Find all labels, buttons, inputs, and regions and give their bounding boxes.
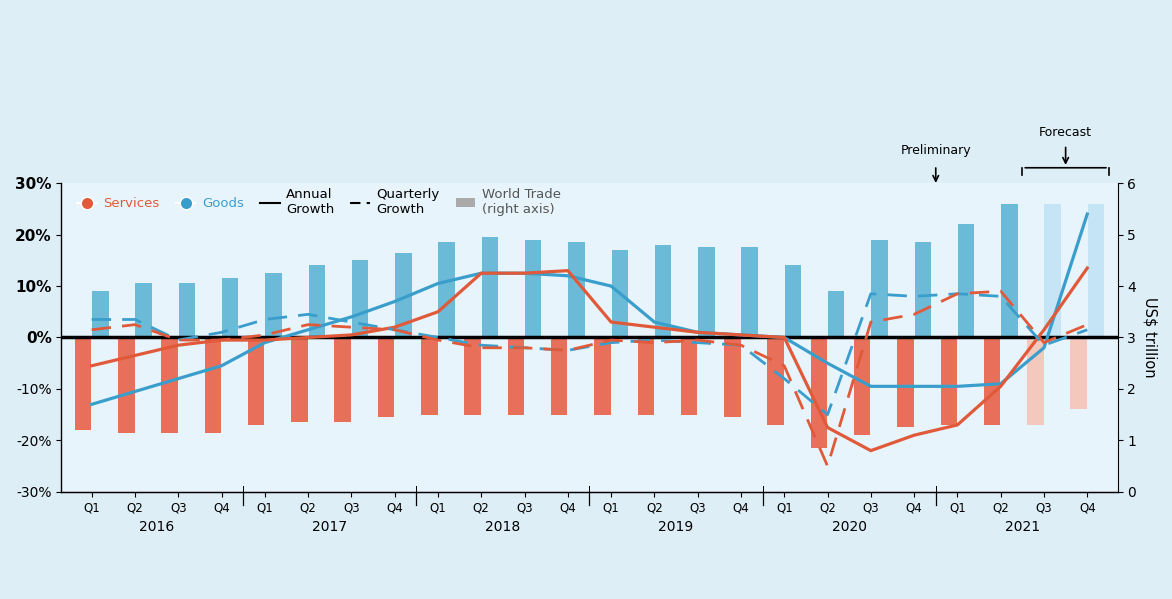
Bar: [785, 265, 802, 337]
Bar: [265, 273, 281, 337]
Bar: [811, 337, 827, 448]
Bar: [871, 240, 887, 337]
Bar: [1027, 337, 1043, 425]
Bar: [655, 245, 672, 337]
Bar: [1088, 204, 1104, 337]
Bar: [118, 337, 135, 432]
Bar: [222, 279, 238, 337]
Bar: [940, 337, 958, 425]
Bar: [352, 261, 368, 337]
Bar: [248, 337, 265, 425]
Bar: [768, 337, 784, 425]
Bar: [568, 243, 585, 337]
Bar: [162, 337, 178, 432]
Bar: [854, 337, 871, 435]
Bar: [205, 337, 222, 432]
Bar: [421, 337, 437, 415]
Bar: [377, 337, 394, 418]
Text: 2019: 2019: [659, 520, 694, 534]
Text: Preliminary: Preliminary: [900, 144, 972, 158]
Bar: [914, 243, 931, 337]
Bar: [898, 337, 914, 428]
Bar: [93, 291, 109, 337]
Bar: [724, 337, 741, 418]
Bar: [482, 237, 498, 337]
Legend: Services, Goods, Annual
Growth, Quarterly
Growth, World Trade
(right axis): Services, Goods, Annual Growth, Quarterl…: [71, 183, 566, 222]
Text: 2017: 2017: [312, 520, 347, 534]
Text: 2020: 2020: [832, 520, 866, 534]
Y-axis label: US$ trillion: US$ trillion: [1142, 297, 1157, 378]
Bar: [308, 265, 325, 337]
Bar: [551, 337, 567, 415]
Bar: [983, 337, 1000, 425]
Bar: [525, 240, 541, 337]
Bar: [699, 247, 715, 337]
Bar: [438, 243, 455, 337]
Bar: [395, 253, 411, 337]
Bar: [136, 283, 152, 337]
Bar: [507, 337, 524, 415]
Bar: [75, 337, 91, 430]
Bar: [827, 291, 844, 337]
Bar: [958, 225, 974, 337]
Bar: [1070, 337, 1086, 410]
Bar: [291, 337, 308, 422]
Bar: [1001, 204, 1017, 337]
Bar: [178, 283, 195, 337]
Bar: [742, 247, 758, 337]
Bar: [638, 337, 654, 415]
Bar: [612, 250, 628, 337]
Bar: [594, 337, 611, 415]
Text: 2021: 2021: [1004, 520, 1040, 534]
Text: Forecast: Forecast: [1040, 126, 1092, 140]
Bar: [334, 337, 350, 422]
Text: 2018: 2018: [485, 520, 520, 534]
Text: 2016: 2016: [139, 520, 175, 534]
Bar: [464, 337, 481, 415]
Bar: [1044, 204, 1061, 337]
Bar: [681, 337, 697, 415]
